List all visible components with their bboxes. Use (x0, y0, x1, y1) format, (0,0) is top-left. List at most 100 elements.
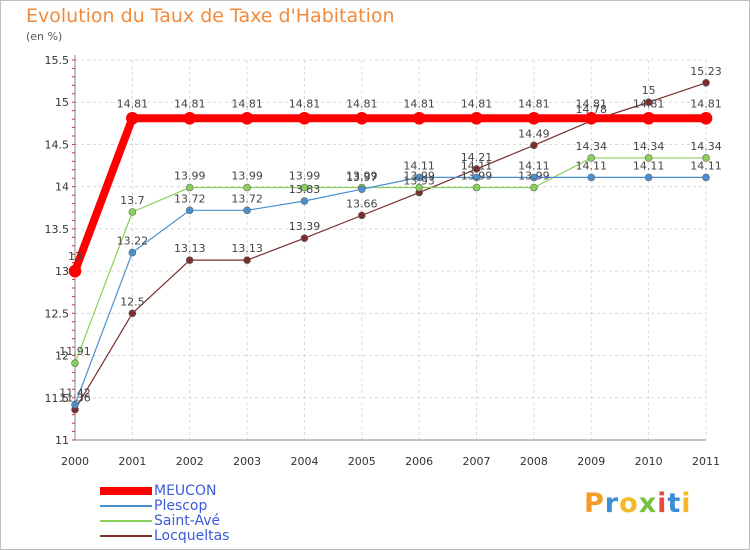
data-point (71, 400, 79, 409)
data-label: 13.99 (518, 170, 550, 183)
legend-swatch (100, 505, 152, 507)
chart-unit-label: (en %) (26, 30, 63, 43)
data-point (183, 111, 197, 125)
data-point (240, 111, 254, 125)
data-label: 13.39 (289, 220, 321, 233)
data-label: 14.11 (403, 159, 435, 172)
data-label: 14.81 (174, 97, 206, 110)
data-label: 15 (642, 84, 656, 97)
y-tick-label: 14 (55, 181, 69, 194)
data-label: 14.81 (403, 97, 435, 110)
legend-swatch (100, 535, 152, 537)
data-point (472, 165, 481, 173)
x-tick-label: 2000 (61, 455, 89, 468)
data-point (415, 173, 423, 182)
data-point (358, 211, 366, 220)
data-point (587, 154, 596, 162)
data-label: 13.99 (231, 170, 263, 183)
x-tick-label: 2010 (635, 455, 663, 468)
data-point (530, 173, 538, 182)
data-label: 13.72 (174, 192, 206, 205)
legend-label: Plescop (154, 498, 208, 514)
data-label: 14.81 (576, 97, 608, 110)
data-label: 14.49 (518, 127, 550, 140)
data-label: 14.21 (461, 151, 493, 164)
data-label: 13.13 (174, 242, 206, 255)
series-locqueltas (71, 79, 710, 414)
data-label: 13.83 (289, 183, 321, 196)
x-tick-label: 2011 (692, 455, 720, 468)
legend-label: MEUCON (154, 483, 217, 499)
y-tick-label: 14.5 (45, 138, 70, 151)
proxiti-logo: Proxiti (584, 488, 692, 519)
data-point (128, 248, 137, 257)
data-label: 14.81 (461, 97, 493, 110)
legend-label: Locqueltas (154, 528, 230, 544)
data-point (702, 79, 710, 87)
data-point (126, 111, 139, 125)
data-point (584, 111, 598, 125)
y-tick-label: 13 (55, 265, 69, 278)
data-point (702, 154, 710, 162)
data-label: 14.81 (231, 97, 263, 110)
data-point (472, 183, 481, 192)
data-label: 11.42 (59, 387, 91, 400)
series-line (74, 176, 706, 405)
data-point (530, 141, 538, 150)
x-tick-label: 2004 (290, 455, 318, 468)
data-point (243, 256, 251, 264)
labels-plescop: 11.42 13.22 13.72 13.72 13.83 13.97 14.11 14.11… (59, 159, 722, 399)
data-label: 13.7 (120, 194, 145, 207)
data-point (415, 183, 423, 192)
x-tick-label: 2009 (577, 455, 605, 468)
logo-letter: P (584, 488, 605, 519)
data-point (358, 185, 366, 193)
chart-title: Evolution du Taux de Taxe d'Habitation (26, 5, 395, 27)
y-tick-label: 15.5 (45, 54, 70, 67)
data-label: 14.11 (461, 159, 493, 172)
data-label: 13.93 (403, 175, 435, 188)
series-line (74, 157, 706, 364)
data-point (300, 183, 309, 192)
x-tick-label: 2008 (520, 455, 548, 468)
data-label: 13.72 (231, 192, 263, 205)
y-tick-label: 11.5 (45, 392, 70, 405)
data-point (644, 173, 653, 182)
data-point (355, 111, 369, 125)
data-label: 15.23 (690, 65, 722, 78)
data-label: 14.34 (690, 140, 722, 153)
data-point (300, 234, 309, 242)
data-point (530, 183, 538, 192)
y-tick-label: 12.5 (45, 307, 70, 320)
y-tick-label: 13.5 (45, 223, 70, 236)
data-label: 14.11 (576, 159, 608, 172)
x-tick-label: 2002 (176, 455, 204, 468)
data-point (412, 111, 426, 125)
data-label: 14.78 (576, 103, 608, 116)
data-label: 14.11 (633, 159, 665, 172)
data-label: 13.22 (117, 235, 149, 248)
data-label: 13.99 (346, 170, 378, 183)
data-label: 14.81 (633, 97, 665, 110)
series-line (74, 82, 707, 410)
data-point (185, 183, 194, 192)
data-label: 14.34 (633, 140, 665, 153)
data-point (71, 359, 79, 367)
data-label: 14.81 (518, 97, 550, 110)
data-point (300, 197, 309, 205)
x-tick-label: 2001 (118, 455, 146, 468)
data-point (298, 111, 311, 125)
logo-letter: t (667, 488, 682, 519)
data-label: 13.99 (289, 170, 321, 183)
x-tick-label: 2006 (405, 455, 433, 468)
data-point (702, 173, 710, 182)
y-tick-label: 12 (55, 350, 69, 363)
data-label: 11.36 (59, 392, 91, 405)
legend-swatch (100, 487, 152, 495)
x-tick-label: 2007 (463, 455, 491, 468)
data-point (243, 183, 251, 192)
logo-letter: x (638, 488, 658, 519)
data-point (699, 111, 713, 125)
